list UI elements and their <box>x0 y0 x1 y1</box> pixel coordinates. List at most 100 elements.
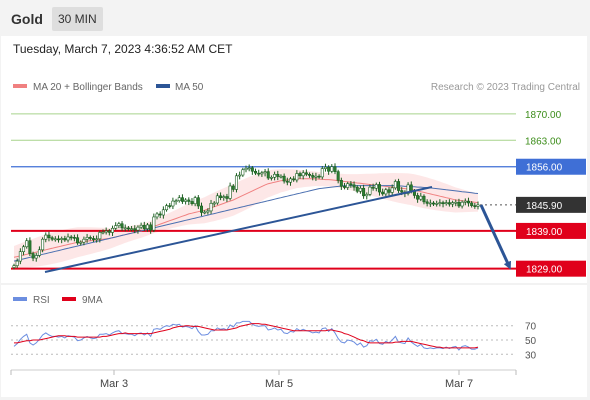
candle-body <box>451 202 455 205</box>
candle-body <box>69 236 73 239</box>
candle-body <box>206 210 210 213</box>
rsi-panel: 70 50 30 <box>11 320 537 361</box>
candle-body <box>368 186 372 195</box>
candle-body <box>238 174 242 177</box>
candle-body <box>126 227 130 230</box>
candle-body <box>454 201 458 204</box>
candle-body <box>457 201 461 207</box>
candle-body <box>400 190 404 193</box>
candle-body <box>168 205 172 207</box>
rsi-line <box>13 320 479 351</box>
chart-header: Gold 30 MIN <box>0 0 590 36</box>
ma20-legend-swatch <box>13 84 27 88</box>
price-label-1839.00: 1839.00 <box>526 227 563 238</box>
price-label-1829.00: 1829.00 <box>526 265 563 276</box>
candle-body <box>53 238 57 241</box>
candle-body <box>196 197 200 207</box>
candle-body <box>15 260 19 266</box>
candle-body <box>98 232 102 240</box>
rsi-ma-legend-swatch <box>62 297 76 301</box>
candle-body <box>219 195 223 198</box>
candle-body <box>362 187 366 197</box>
candle-body <box>56 238 60 241</box>
candle-body <box>435 203 439 205</box>
candle-body <box>349 183 353 186</box>
candle-body <box>79 241 83 244</box>
candle-body <box>177 197 181 202</box>
candle-body <box>406 184 410 194</box>
candle-body <box>374 184 378 189</box>
bollinger-band-area <box>14 169 478 269</box>
candle-body <box>444 202 448 205</box>
candle-body <box>279 175 283 178</box>
candle-body <box>260 172 264 175</box>
candle-body <box>174 200 178 203</box>
price-tag-bg-1839.00 <box>516 222 586 239</box>
candle-body <box>304 172 308 175</box>
candle-body <box>295 173 299 181</box>
candle-body <box>12 265 16 268</box>
candle-body <box>447 202 451 205</box>
candle-body <box>317 175 321 178</box>
x-tick-label-Mar 3: Mar 3 <box>100 378 128 390</box>
candle-body <box>298 173 302 177</box>
candle-body <box>241 169 245 176</box>
candle-body <box>288 178 292 183</box>
candle-body <box>66 236 70 241</box>
price-tag-bg-1829.00 <box>516 260 586 277</box>
ma20-legend-label: MA 20 + Bollinger Bands <box>33 82 143 93</box>
trendline <box>44 186 433 273</box>
candle-body <box>263 171 267 174</box>
candle-body <box>384 189 388 195</box>
candle-body <box>333 166 337 172</box>
candle-body <box>269 177 273 179</box>
candle-body <box>44 234 48 240</box>
candle-body <box>285 180 289 183</box>
candle-body <box>234 175 238 190</box>
candle-body <box>466 200 470 204</box>
ma20-line <box>13 178 479 258</box>
candle-body <box>257 172 261 175</box>
candle-body <box>209 203 213 212</box>
candle-body <box>200 205 204 213</box>
candle-body <box>323 166 327 169</box>
candle-body <box>308 173 312 176</box>
candle-body <box>114 225 118 229</box>
candle-body <box>190 201 194 205</box>
candle-body <box>339 180 343 187</box>
candle-body <box>371 186 375 189</box>
candle-body <box>142 224 146 229</box>
price-label-1863.00: 1863.00 <box>525 136 562 147</box>
instrument-title: Gold <box>11 11 43 27</box>
ma50-line <box>13 185 479 262</box>
candle-body <box>428 202 432 205</box>
rsi-ma-legend-label: 9MA <box>82 295 103 306</box>
candle-body <box>228 185 232 199</box>
candle-body <box>139 224 143 228</box>
candle-body <box>149 224 153 231</box>
candle-body <box>273 173 277 178</box>
candle-body <box>311 175 315 178</box>
candle-body <box>381 191 385 195</box>
candle-body <box>203 211 207 214</box>
rsi-ma-line <box>14 323 479 349</box>
candle-body <box>120 223 124 229</box>
candle-body <box>22 246 26 252</box>
x-tick-label-Mar 7: Mar 7 <box>445 378 473 390</box>
candle-body <box>387 189 391 193</box>
candle-body <box>247 167 251 170</box>
timeframe-button[interactable]: 30 MIN <box>52 7 103 31</box>
candle-body <box>171 200 175 207</box>
candle-body <box>352 184 356 188</box>
candle-body <box>37 249 41 256</box>
x-tick-label-Mar 5: Mar 5 <box>265 378 293 390</box>
candle-body <box>292 178 296 181</box>
candle-body <box>266 171 270 179</box>
candle-body <box>473 205 477 207</box>
candle-body <box>419 195 423 200</box>
candle-body <box>215 195 219 204</box>
candle-body <box>193 197 197 205</box>
candle-body <box>76 237 80 244</box>
candle-body <box>250 167 254 172</box>
